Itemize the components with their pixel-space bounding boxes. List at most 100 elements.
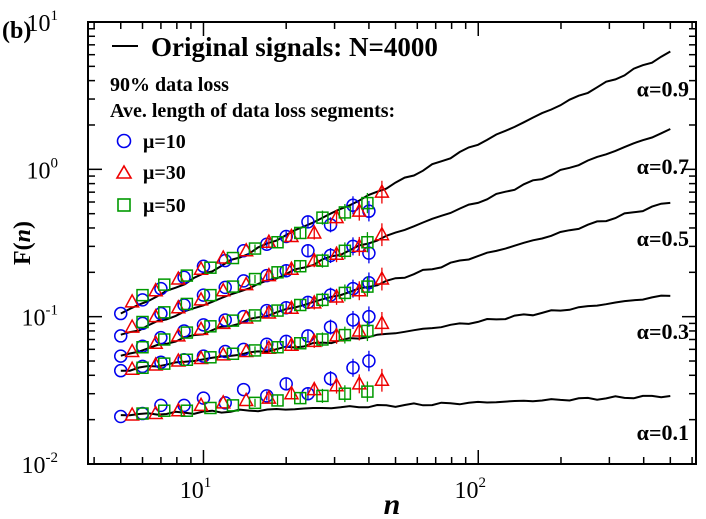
point-mu10 <box>279 377 293 391</box>
point-mu50 <box>338 206 352 219</box>
point-mu30 <box>215 394 231 409</box>
point-mu50 <box>316 333 329 346</box>
point-mu50 <box>204 288 217 302</box>
y-tick-label-base: 10 <box>22 453 46 479</box>
point-mu10 <box>196 318 211 332</box>
legend-ave-length: Ave. length of data loss segments: <box>110 100 395 122</box>
point-mu50 <box>248 272 262 286</box>
y-tick-label-base: 10 <box>27 11 51 37</box>
y-tick-label-base: 10 <box>27 158 51 184</box>
point-mu30 <box>215 314 231 330</box>
point-mu10 <box>260 389 274 403</box>
point-mu50 <box>361 196 374 210</box>
point-mu50 <box>248 344 262 357</box>
point-mu50 <box>158 333 171 346</box>
point-mu30 <box>124 318 140 333</box>
point-mu50 <box>361 324 374 338</box>
point-mu30 <box>124 342 140 358</box>
point-mu10 <box>346 361 360 375</box>
point-mu10 <box>301 215 315 229</box>
point-mu50 <box>158 306 171 319</box>
point-mu30 <box>215 346 231 361</box>
point-mu50 <box>226 280 240 293</box>
point-mu10 <box>218 344 232 359</box>
legend-data-loss: 90% data loss <box>110 74 229 96</box>
point-mu50 <box>248 309 262 322</box>
point-mu50 <box>226 347 240 361</box>
y-axis-title: F(n) <box>10 221 36 265</box>
x-tick-label: 102 <box>455 475 487 504</box>
point-mu50 <box>204 320 217 333</box>
legend-mu10-label: μ=10 <box>143 131 186 153</box>
y-tick-label-exp: 1 <box>51 8 59 24</box>
point-mu50 <box>293 259 307 273</box>
x-axis-title: n <box>384 488 401 519</box>
y-axis-title-main: F( <box>10 242 36 265</box>
fit-line-alpha-4 <box>120 394 671 417</box>
y-tick-label-base: 10 <box>22 306 46 332</box>
markers-layer <box>114 180 390 424</box>
y-tick-label: 10-1 <box>22 303 59 332</box>
point-mu50 <box>271 341 284 354</box>
y-tick-label: 100 <box>27 155 59 184</box>
fit-line-alpha-2 <box>120 201 671 357</box>
legend-circle-marker <box>116 133 132 149</box>
point-mu50 <box>361 385 374 398</box>
point-mu30 <box>306 380 323 396</box>
point-mu50 <box>248 396 262 410</box>
point-mu10 <box>218 280 232 295</box>
fit-line-alpha-1 <box>120 128 671 336</box>
point-mu50 <box>293 298 307 312</box>
legend-triangle-marker <box>115 164 133 179</box>
point-mu50 <box>180 404 194 417</box>
x-tick-label-exp: 2 <box>479 475 487 491</box>
alpha-label: α=0.3 <box>637 319 689 344</box>
point-mu10 <box>218 313 232 327</box>
point-mu50 <box>136 341 149 354</box>
point-mu10 <box>362 309 376 324</box>
point-mu10 <box>196 349 211 363</box>
y-tick-label: 10-2 <box>22 450 59 479</box>
point-mu50 <box>204 351 217 364</box>
y-tick-label-exp: 0 <box>51 155 59 171</box>
point-mu50 <box>338 286 352 300</box>
point-mu50 <box>361 280 374 293</box>
point-mu10 <box>196 288 211 302</box>
point-mu10 <box>323 320 338 334</box>
point-mu50 <box>271 266 284 279</box>
point-mu30 <box>306 224 323 239</box>
point-mu10 <box>279 263 293 278</box>
point-mu50 <box>204 401 217 415</box>
x-tick-label: 101 <box>180 475 212 504</box>
fit-lines-layer <box>120 50 671 417</box>
point-mu50 <box>248 242 262 255</box>
point-mu50 <box>316 211 329 224</box>
y-tick-label-exp: -1 <box>46 303 59 319</box>
point-mu50 <box>338 244 352 258</box>
point-mu30 <box>351 202 368 217</box>
point-mu30 <box>215 282 231 297</box>
point-mu10 <box>114 349 128 363</box>
point-mu30 <box>351 375 368 390</box>
point-mu10 <box>114 306 128 321</box>
point-mu30 <box>374 371 390 387</box>
point-mu50 <box>271 394 284 407</box>
point-mu30 <box>124 406 140 421</box>
legend-line-label: Original signals: N=4000 <box>151 32 438 62</box>
point-mu50 <box>158 357 171 370</box>
point-mu50 <box>158 278 171 291</box>
y-axis-title-close: ) <box>10 221 36 229</box>
point-mu50 <box>180 269 194 282</box>
point-mu10 <box>362 354 376 368</box>
point-mu50 <box>316 389 329 403</box>
point-mu50 <box>136 407 149 420</box>
point-mu50 <box>226 399 240 412</box>
point-mu10 <box>196 259 211 273</box>
alpha-label: α=0.1 <box>637 420 689 445</box>
point-mu50 <box>136 361 149 375</box>
legend-mu30-label: μ=30 <box>143 162 186 184</box>
point-mu50 <box>136 288 149 302</box>
point-mu50 <box>226 314 240 327</box>
point-mu50 <box>293 226 307 240</box>
